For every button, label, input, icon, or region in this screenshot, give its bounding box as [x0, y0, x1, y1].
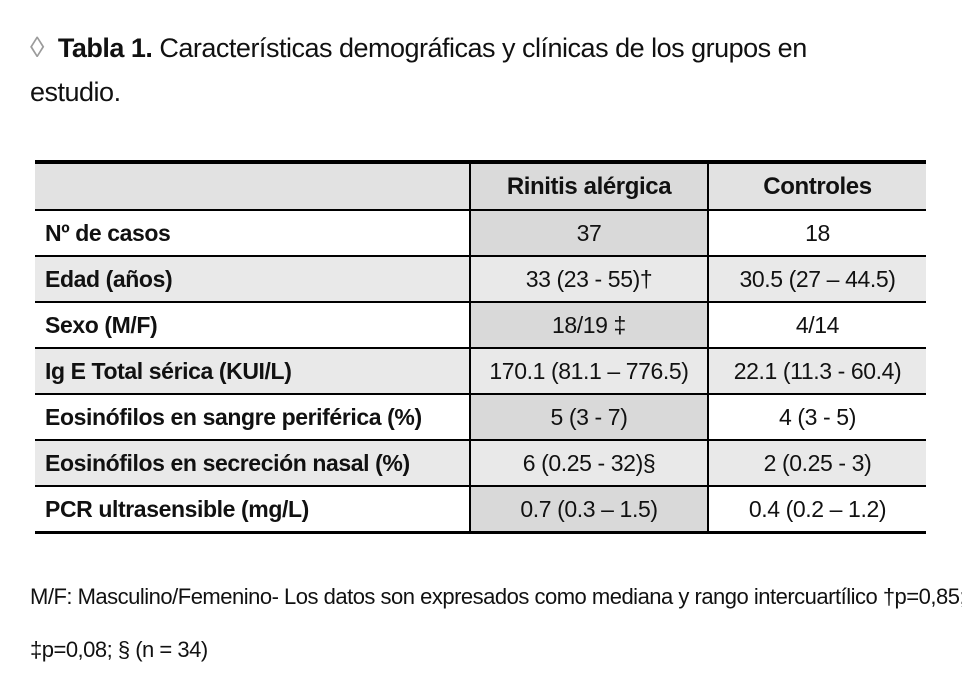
table-row: Sexo (M/F) 18/19 ‡ 4/14 — [35, 301, 926, 349]
row-label: Nº de casos — [35, 209, 470, 257]
controles-value: 30.5 (27 – 44.5) — [708, 255, 926, 303]
controles-value: 4/14 — [708, 301, 926, 349]
row-label: Sexo (M/F) — [35, 301, 470, 349]
row-label: Eosinófilos en sangre periférica (%) — [35, 393, 470, 441]
table-caption: ◊ Tabla 1. Características demográficas y… — [30, 26, 950, 114]
footnote-line-2: ‡p=0,08; § (n = 34) — [30, 637, 208, 662]
table-footnote: M/F: Masculino/Femenino- Los datos son e… — [30, 570, 962, 676]
caption-label: Tabla 1. — [57, 33, 153, 63]
table-row: Nº de casos 37 18 — [35, 209, 926, 257]
diamond-bullet-icon: ◊ — [30, 32, 44, 64]
controles-value: 2 (0.25 - 3) — [708, 439, 926, 487]
table-row: PCR ultrasensible (mg/L) 0.7 (0.3 – 1.5)… — [35, 485, 926, 534]
table-row: Ig E Total sérica (KUI/L) 170.1 (81.1 – … — [35, 347, 926, 395]
table-row: Eosinófilos en secreción nasal (%) 6 (0.… — [35, 439, 926, 487]
controles-value: 0.4 (0.2 – 1.2) — [708, 485, 926, 534]
table-container: Rinitis alérgica Controles Nº de casos 3… — [35, 160, 926, 534]
header-controles: Controles — [708, 161, 926, 211]
caption-line-1: ◊ Tabla 1. Características demográficas y… — [30, 26, 950, 70]
row-label: Eosinófilos en secreción nasal (%) — [35, 439, 470, 487]
rinitis-value: 170.1 (81.1 – 776.5) — [469, 347, 709, 395]
row-label: Ig E Total sérica (KUI/L) — [35, 347, 470, 395]
rinitis-value: 0.7 (0.3 – 1.5) — [469, 485, 709, 534]
demographics-table: Rinitis alérgica Controles Nº de casos 3… — [35, 160, 926, 534]
rinitis-value: 18/19 ‡ — [469, 301, 709, 349]
table-row: Edad (años) 33 (23 - 55)† 30.5 (27 – 44.… — [35, 255, 926, 303]
controles-value: 22.1 (11.3 - 60.4) — [708, 347, 926, 395]
rinitis-value: 6 (0.25 - 32)§ — [469, 439, 709, 487]
table-row: Eosinófilos en sangre periférica (%) 5 (… — [35, 393, 926, 441]
controles-value: 18 — [708, 209, 926, 257]
header-row: Rinitis alérgica Controles — [35, 161, 926, 211]
row-label: Edad (años) — [35, 255, 470, 303]
rinitis-value: 37 — [469, 209, 709, 257]
rinitis-value: 33 (23 - 55)† — [469, 255, 709, 303]
rinitis-value: 5 (3 - 7) — [469, 393, 709, 441]
caption-line-2: estudio. — [30, 77, 121, 107]
header-rinitis: Rinitis alérgica — [469, 161, 709, 211]
controles-value: 4 (3 - 5) — [708, 393, 926, 441]
caption-text-line1: Características demográficas y clínicas … — [159, 33, 807, 63]
row-label: PCR ultrasensible (mg/L) — [35, 485, 470, 534]
footnote-line-1: M/F: Masculino/Femenino- Los datos son e… — [30, 584, 962, 609]
header-empty-cell — [35, 161, 470, 211]
